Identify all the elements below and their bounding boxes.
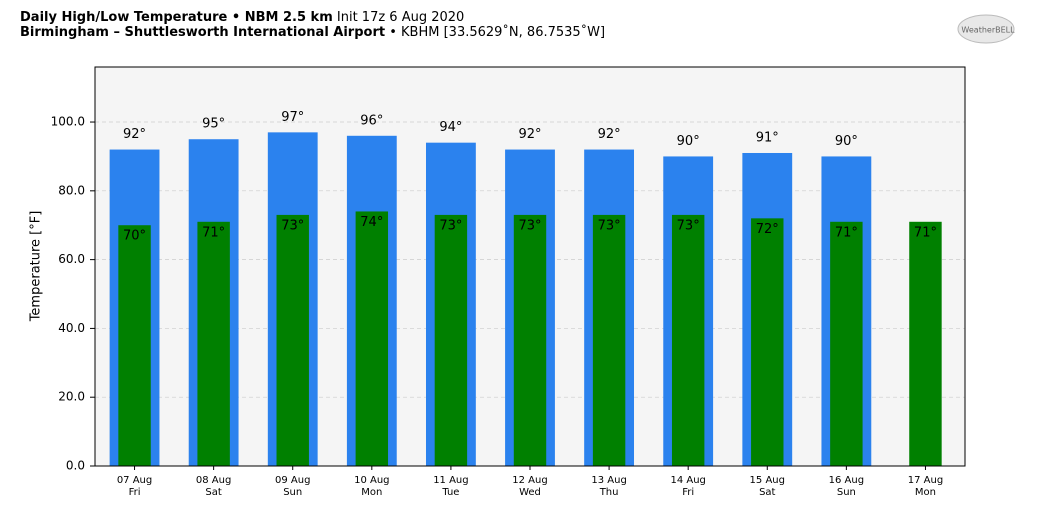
x-tick-weekday: Sat [759,487,775,498]
value-label: 73° [518,218,541,233]
value-label: 73° [281,218,304,233]
y-tick-label: 100.0 [51,115,85,129]
value-label: 96° [360,113,383,128]
value-label: 90° [835,134,858,149]
x-tick-label: 14 Aug [670,475,705,486]
low-bar [909,221,942,466]
chart-title: Daily High/Low Temperature • NBM 2.5 km [20,10,333,25]
x-tick-label: 12 Aug [512,475,547,486]
low-bar [830,221,863,466]
x-tick-label: 07 Aug [117,475,152,486]
value-label: 90° [677,134,700,149]
chart-subtitle: Birmingham – Shuttlesworth International… [20,25,385,40]
value-label: 95° [202,117,225,132]
low-bar [513,214,547,466]
low-bar [592,214,626,466]
value-label: 71° [914,225,937,240]
x-tick-label: 08 Aug [196,475,231,486]
x-tick-weekday: Sun [283,487,302,498]
logo: WeatherBELL [961,26,1015,35]
low-bar [671,214,705,466]
value-label: 91° [756,130,779,145]
y-axis-label: Temperature [°F] [29,211,44,323]
value-label: 73° [598,218,621,233]
value-label: 73° [677,218,700,233]
x-tick-weekday: Wed [519,487,541,498]
value-label: 97° [281,110,304,125]
y-tick-label: 0.0 [66,459,85,473]
value-label: 73° [439,218,462,233]
location: • KBHM [33.5629˚N, 86.7535˚W] [389,24,605,40]
x-tick-label: 11 Aug [433,475,468,486]
x-tick-weekday: Fri [129,487,141,498]
y-tick-label: 40.0 [58,321,85,335]
low-bar [355,211,389,466]
x-tick-weekday: Tue [441,487,459,498]
y-tick-label: 60.0 [58,252,85,266]
x-tick-label: 09 Aug [275,475,310,486]
value-label: 94° [439,120,462,135]
x-tick-label: 10 Aug [354,475,389,486]
low-bar [434,214,468,466]
x-tick-label: 13 Aug [591,475,626,486]
x-tick-weekday: Mon [915,487,936,498]
plot-frame [94,66,966,467]
value-label: 74° [360,215,383,230]
value-label: 71° [835,225,858,240]
x-tick-weekday: Mon [361,487,382,498]
init-time: Init 17z 6 Aug 2020 [337,10,464,25]
value-label: 92° [598,127,621,142]
title-line: Daily High/Low Temperature • NBM 2.5 km … [20,10,464,25]
low-bar [751,218,784,466]
x-tick-label: 15 Aug [750,475,785,486]
value-label: 92° [518,127,541,142]
x-tick-weekday: Fri [682,487,694,498]
value-label: 71° [202,225,225,240]
y-tick-label: 20.0 [58,390,85,404]
value-label: 92° [123,127,146,142]
low-bar [197,221,230,466]
low-bar [276,214,309,466]
x-tick-label: 16 Aug [829,475,864,486]
x-tick-weekday: Thu [599,487,619,498]
y-tick-label: 80.0 [58,183,85,197]
x-tick-label: 17 Aug [908,475,943,486]
low-bar [118,225,151,466]
value-label: 70° [123,229,146,244]
x-tick-weekday: Sun [837,487,856,498]
subtitle-line: Birmingham – Shuttlesworth International… [20,24,605,40]
value-label: 72° [756,222,779,237]
logo-badge [957,14,1015,44]
x-tick-weekday: Sat [205,487,221,498]
